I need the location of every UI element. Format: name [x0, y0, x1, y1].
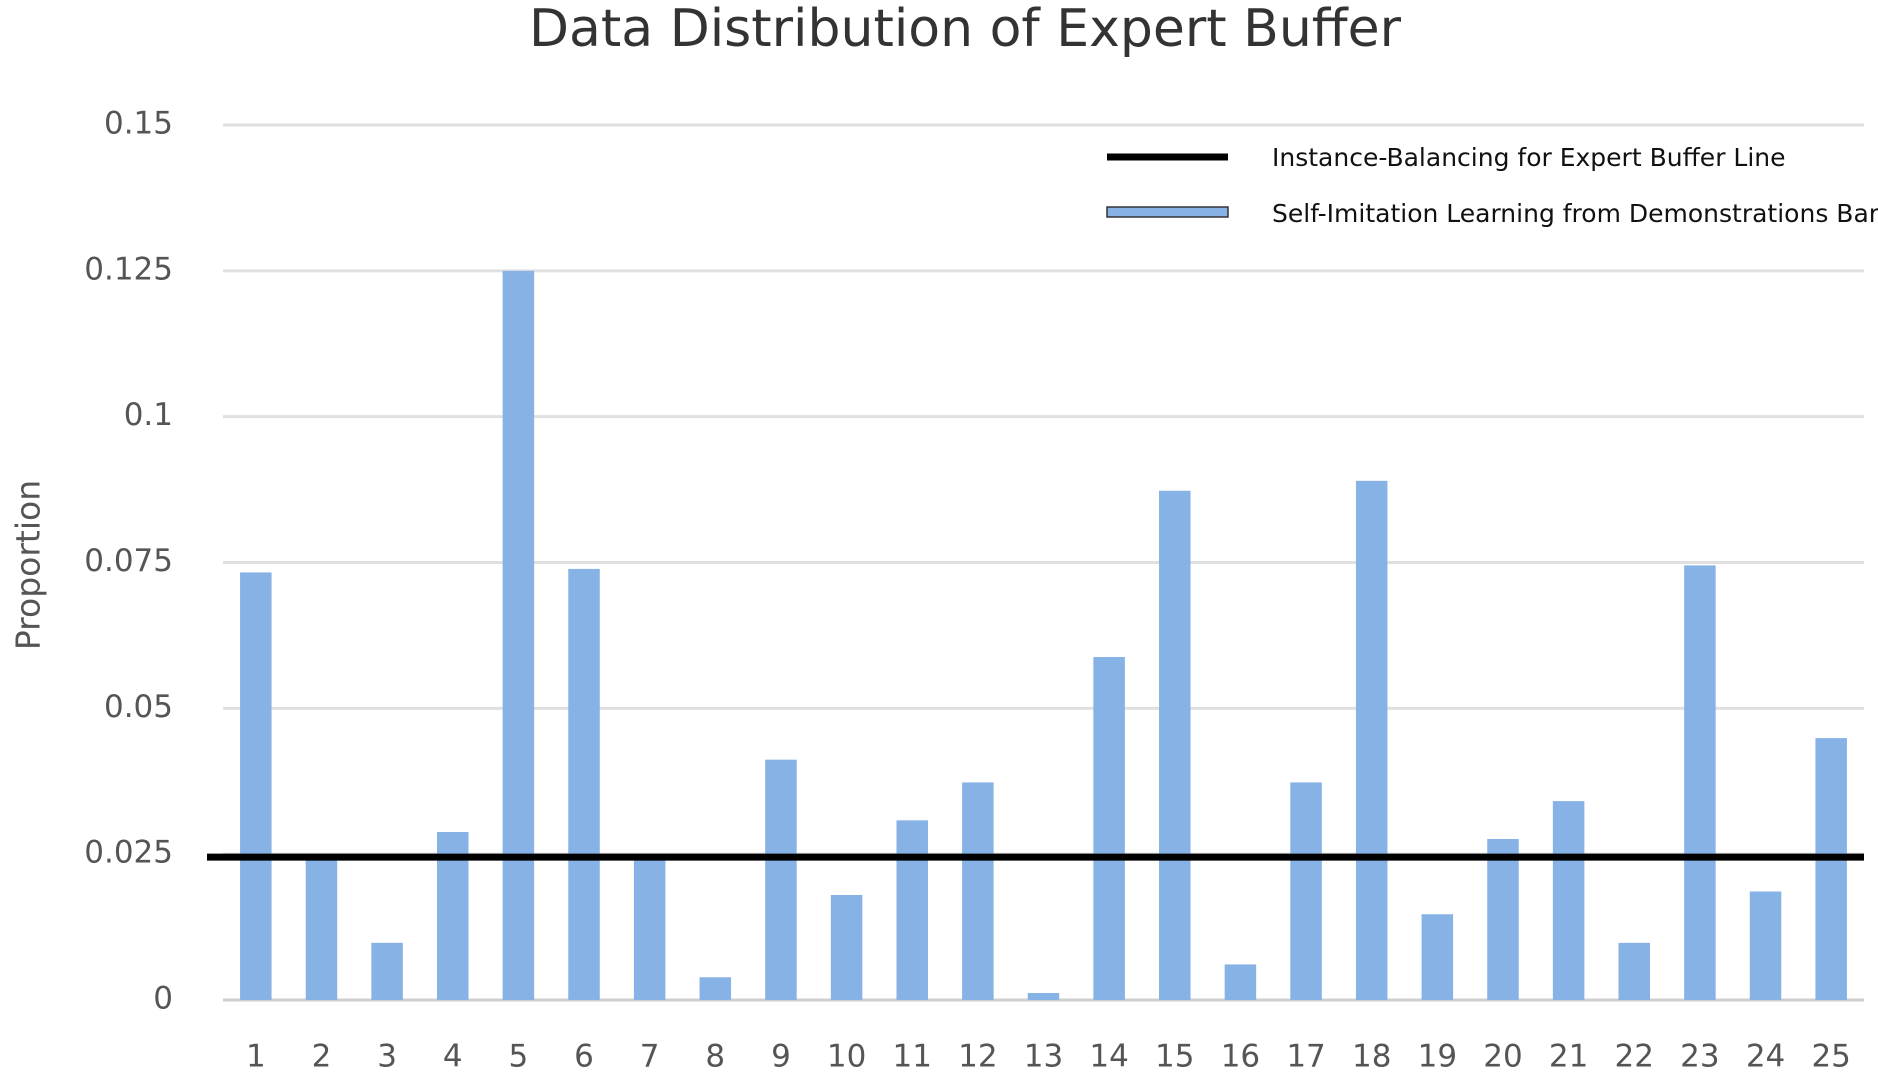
bar: [240, 572, 272, 1000]
x-tick-label: 12: [958, 1039, 997, 1075]
y-tick-label: 0.15: [104, 106, 173, 142]
bar: [765, 759, 797, 1000]
x-tick-label: 11: [892, 1039, 931, 1075]
bar: [1749, 891, 1782, 1000]
bar: [502, 270, 535, 1000]
bar: [1684, 565, 1716, 1000]
x-tick-label: 9: [771, 1039, 791, 1075]
bar: [830, 895, 863, 1000]
x-tick-label: 16: [1221, 1039, 1260, 1075]
legend-label: Instance-Balancing for Expert Buffer Lin…: [1272, 143, 1786, 172]
x-tick-label: 18: [1352, 1039, 1391, 1075]
bar: [1421, 914, 1454, 1000]
x-tick-label: 13: [1024, 1039, 1063, 1075]
x-tick-label: 22: [1615, 1039, 1654, 1075]
bar: [1224, 964, 1257, 1000]
bar: [1487, 839, 1519, 1000]
x-tick-label: 10: [827, 1039, 866, 1075]
x-tick-label: 6: [574, 1039, 594, 1075]
y-tick-label: 0: [153, 981, 173, 1017]
bar: [1552, 801, 1585, 1000]
y-axis-label: Proportion: [9, 480, 48, 650]
y-tick-label: 0.075: [84, 543, 173, 579]
x-tick-label: 2: [312, 1039, 332, 1075]
x-tick-label: 8: [705, 1039, 725, 1075]
y-tick-label: 0.025: [84, 835, 173, 871]
bar: [699, 977, 732, 1000]
bar: [1618, 942, 1651, 1000]
x-tick-label: 3: [377, 1039, 397, 1075]
bar: [633, 857, 666, 1000]
x-tick-label: 20: [1483, 1039, 1522, 1075]
bar: [305, 857, 338, 1000]
x-tick-label: 1: [246, 1039, 266, 1075]
y-tick-label: 0.125: [84, 251, 173, 287]
bar: [896, 820, 928, 1000]
x-tick-label: 14: [1089, 1039, 1128, 1075]
x-tick-label: 4: [443, 1039, 463, 1075]
bar: [1093, 657, 1125, 1000]
chart-title: Data Distribution of Expert Buffer: [529, 0, 1402, 59]
bar: [1027, 993, 1060, 1000]
x-tick-label: 17: [1286, 1039, 1325, 1075]
x-tick-label: 5: [509, 1039, 529, 1075]
bar: [1290, 782, 1322, 1000]
y-tick-label: 0.1: [124, 397, 173, 433]
y-tick-label: 0.05: [104, 689, 173, 725]
x-tick-label: 25: [1811, 1039, 1850, 1075]
legend-label: Self-Imitation Learning from Demonstrati…: [1272, 199, 1878, 228]
x-tick-label: 19: [1418, 1039, 1457, 1075]
bar: [1355, 480, 1388, 1000]
legend-bar-symbol: [1106, 206, 1229, 218]
x-tick-label: 23: [1680, 1039, 1719, 1075]
bar: [1815, 738, 1847, 1000]
bar: [568, 568, 600, 1000]
x-tick-label: 21: [1549, 1039, 1588, 1075]
bar: [371, 942, 403, 1000]
bar: [962, 782, 994, 1000]
x-tick-label: 15: [1155, 1039, 1194, 1075]
bar: [1159, 490, 1191, 1000]
x-tick-label: 7: [640, 1039, 660, 1075]
x-tick-label: 24: [1746, 1039, 1785, 1075]
